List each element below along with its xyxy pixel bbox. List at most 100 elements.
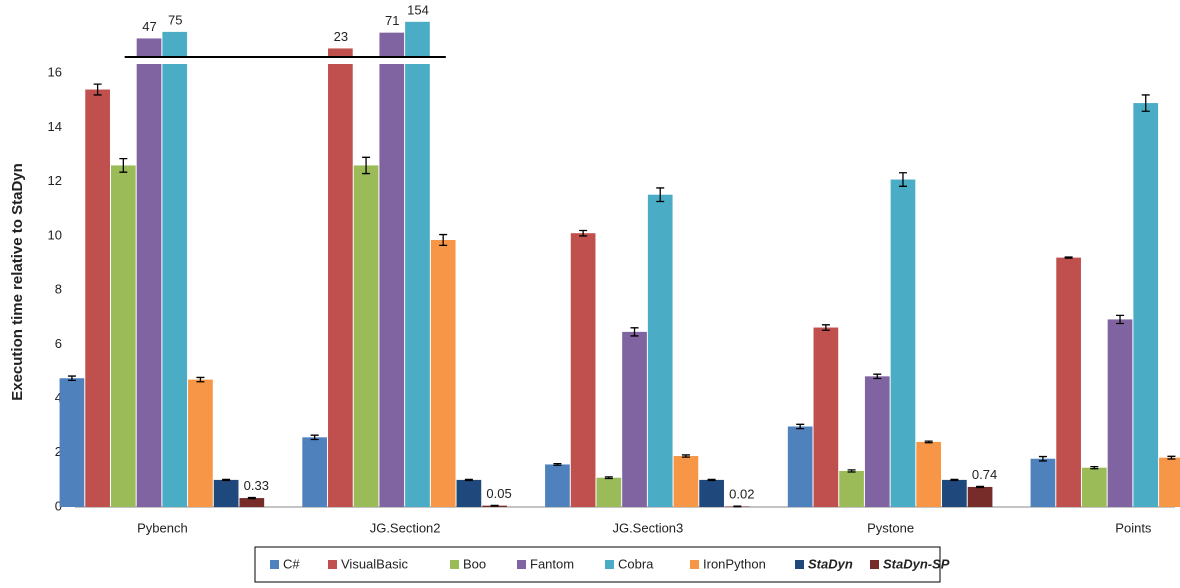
value-label: 75 bbox=[168, 12, 182, 27]
bar bbox=[213, 479, 239, 507]
value-label: 154 bbox=[407, 2, 429, 17]
bar bbox=[456, 479, 482, 507]
bar bbox=[942, 479, 967, 507]
bar bbox=[188, 379, 213, 507]
error-bar bbox=[439, 233, 448, 247]
legend-label: VisualBasic bbox=[341, 556, 408, 571]
error-bar bbox=[733, 505, 742, 508]
bar bbox=[890, 179, 916, 507]
bar bbox=[1081, 467, 1107, 507]
error-bar bbox=[847, 469, 856, 473]
bar-overflow bbox=[328, 48, 353, 57]
bar bbox=[379, 64, 405, 507]
legend-swatch bbox=[795, 560, 804, 569]
legend-label: StaDyn-SP bbox=[883, 556, 950, 571]
x-tick-label: Points bbox=[1115, 520, 1152, 535]
bar bbox=[405, 64, 430, 507]
error-bar bbox=[873, 373, 882, 380]
y-tick-label: 8 bbox=[55, 282, 62, 297]
bar-overflow bbox=[405, 21, 430, 57]
error-bar bbox=[1116, 314, 1125, 325]
bar bbox=[353, 165, 379, 508]
y-tick-label: 4 bbox=[55, 390, 62, 405]
legend-box bbox=[254, 546, 941, 583]
bar-overflow bbox=[379, 32, 405, 57]
error-bar bbox=[1038, 455, 1047, 462]
bar bbox=[430, 239, 456, 507]
bar bbox=[59, 378, 85, 507]
bar bbox=[545, 464, 570, 507]
bar bbox=[1107, 319, 1133, 507]
error-bar bbox=[1141, 94, 1150, 112]
bar-overflow bbox=[162, 31, 188, 57]
error-bar bbox=[604, 476, 613, 480]
error-bar bbox=[681, 454, 690, 458]
error-bar bbox=[1167, 455, 1176, 460]
legend-swatch bbox=[270, 560, 279, 569]
error-bar bbox=[362, 156, 371, 175]
error-bar bbox=[1090, 465, 1099, 470]
error-bar bbox=[1064, 256, 1073, 259]
error-bar bbox=[222, 478, 231, 482]
bar bbox=[967, 486, 993, 507]
value-label: 0.74 bbox=[972, 467, 997, 482]
y-tick-label: 16 bbox=[48, 65, 62, 80]
error-bar bbox=[119, 158, 128, 173]
legend-label: IronPython bbox=[703, 556, 766, 571]
error-bar bbox=[976, 485, 985, 489]
error-bar bbox=[707, 478, 716, 482]
bar bbox=[239, 498, 265, 507]
error-bar bbox=[93, 83, 102, 96]
bar bbox=[110, 165, 136, 508]
legend-label: C# bbox=[283, 556, 300, 571]
error-bar bbox=[630, 327, 639, 337]
value-label: 0.05 bbox=[486, 486, 511, 501]
value-label: 0.33 bbox=[244, 478, 269, 493]
y-tick-label: 14 bbox=[48, 119, 62, 134]
bar bbox=[302, 437, 328, 507]
bar-overflow bbox=[136, 38, 162, 57]
legend-swatch bbox=[690, 560, 699, 569]
x-tick-label: Pybench bbox=[137, 520, 188, 535]
bar bbox=[622, 331, 647, 507]
error-bar bbox=[310, 434, 319, 441]
bar bbox=[813, 327, 839, 507]
error-bar bbox=[796, 423, 805, 430]
value-label: 0.02 bbox=[729, 487, 754, 502]
value-label: 47 bbox=[142, 19, 156, 34]
legend-swatch bbox=[328, 560, 337, 569]
bar bbox=[1030, 458, 1056, 507]
legend-label: StaDyn bbox=[808, 556, 853, 571]
legend-swatch bbox=[517, 560, 526, 569]
error-bar bbox=[950, 478, 959, 482]
y-tick-label: 2 bbox=[55, 444, 62, 459]
error-bar bbox=[247, 496, 256, 500]
bar bbox=[647, 194, 673, 507]
error-bar bbox=[821, 324, 830, 331]
legend-label: Cobra bbox=[618, 556, 654, 571]
error-bar bbox=[656, 187, 665, 203]
error-bar bbox=[579, 229, 588, 237]
y-tick-label: 10 bbox=[48, 227, 62, 242]
x-tick-label: Pystone bbox=[867, 520, 914, 535]
bar bbox=[787, 426, 813, 507]
value-label: 71 bbox=[385, 13, 399, 28]
bar bbox=[864, 376, 890, 507]
bar bbox=[136, 64, 162, 507]
x-tick-label: JG.Section2 bbox=[370, 520, 441, 535]
error-bar bbox=[553, 462, 562, 466]
legend-swatch bbox=[450, 560, 459, 569]
legend-label: Boo bbox=[463, 556, 486, 571]
y-axis-label: Execution time relative to StaDyn bbox=[9, 163, 26, 401]
legend-label: Fantom bbox=[530, 556, 574, 571]
error-bar bbox=[490, 504, 499, 507]
bar bbox=[673, 456, 699, 507]
bar bbox=[596, 477, 622, 507]
y-tick-label: 12 bbox=[48, 173, 62, 188]
y-tick-label: 6 bbox=[55, 336, 62, 351]
bar bbox=[839, 470, 864, 507]
bar bbox=[570, 233, 596, 507]
y-tick-label: 0 bbox=[55, 498, 62, 513]
x-tick-label: JG.Section3 bbox=[612, 520, 683, 535]
